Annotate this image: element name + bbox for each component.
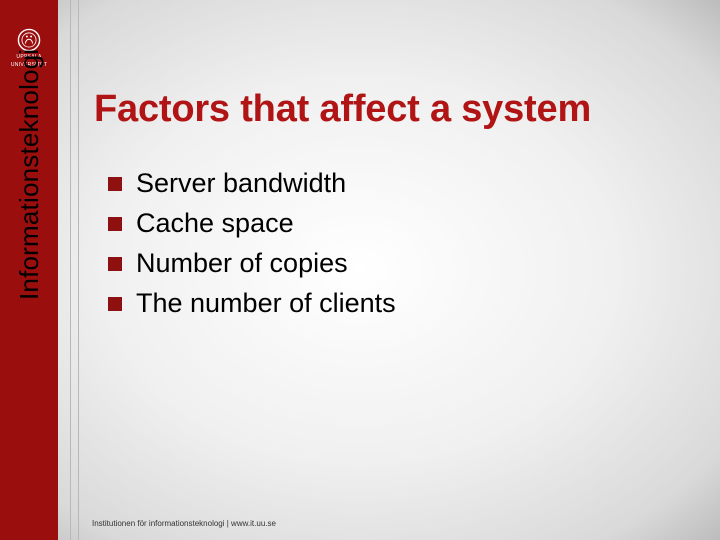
- bullet-text: Server bandwidth: [136, 168, 346, 199]
- guide-line: [78, 0, 79, 540]
- square-bullet-icon: [108, 257, 122, 271]
- vertical-department-text: Informationsteknologi: [14, 272, 45, 300]
- bullet-text: Number of copies: [136, 248, 348, 279]
- square-bullet-icon: [108, 297, 122, 311]
- list-item: Cache space: [108, 208, 396, 239]
- bullet-text: The number of clients: [136, 288, 396, 319]
- square-bullet-icon: [108, 217, 122, 231]
- bullet-list: Server bandwidth Cache space Number of c…: [108, 168, 396, 319]
- footer-text: Institutionen för informationsteknologi …: [92, 519, 276, 528]
- guide-line: [70, 0, 71, 540]
- bullet-text: Cache space: [136, 208, 294, 239]
- list-item: Server bandwidth: [108, 168, 396, 199]
- list-item: Number of copies: [108, 248, 396, 279]
- slide-title: Factors that affect a system: [94, 88, 591, 131]
- square-bullet-icon: [108, 177, 122, 191]
- list-item: The number of clients: [108, 288, 396, 319]
